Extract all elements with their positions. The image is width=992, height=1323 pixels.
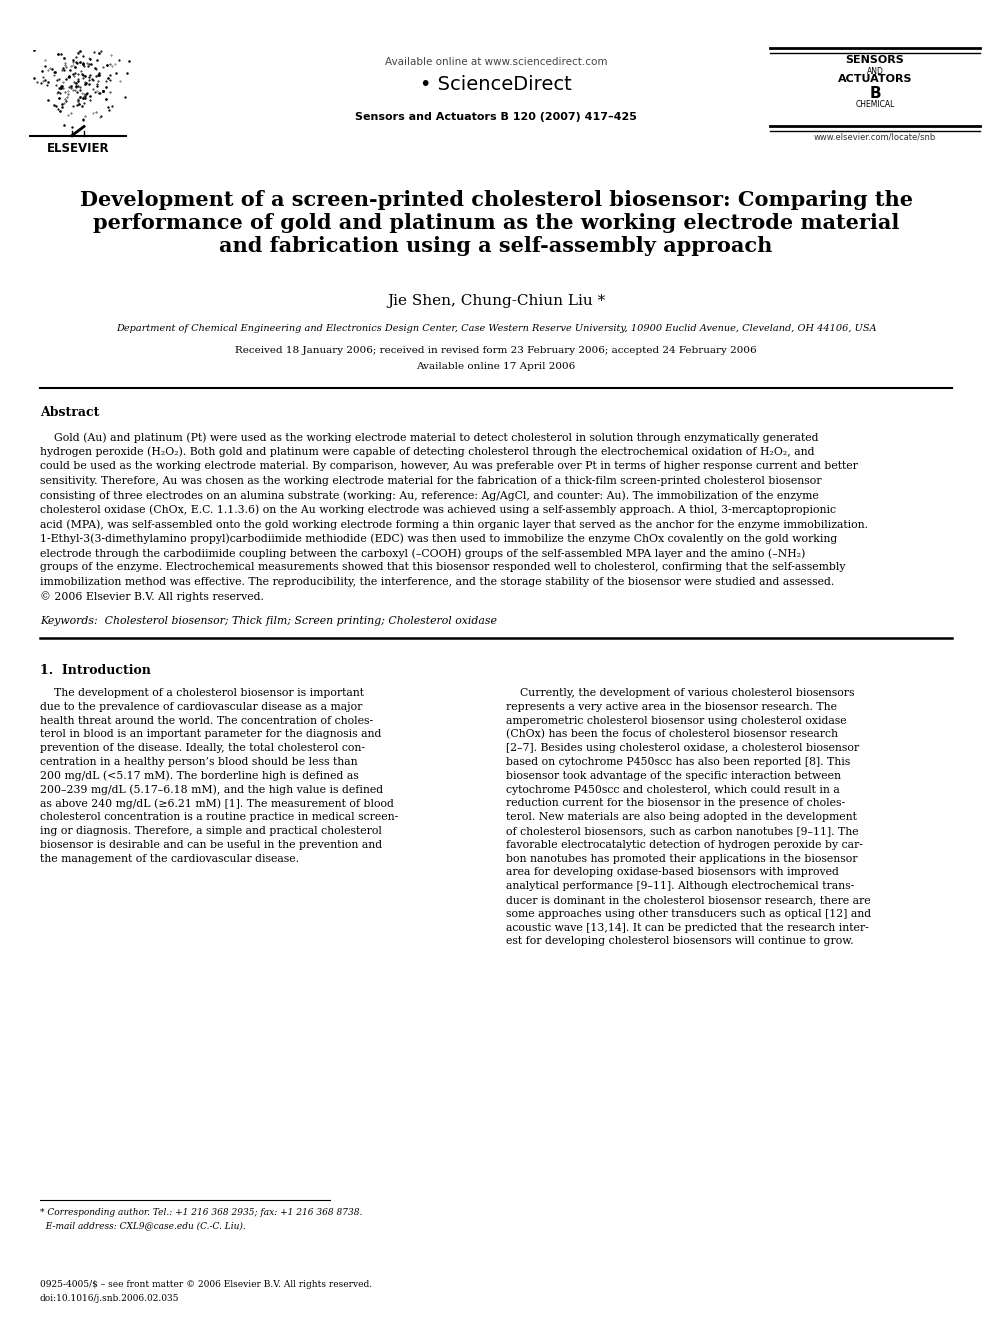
Text: consisting of three electrodes on an alumina substrate (working: Au, reference: : consisting of three electrodes on an alu… (40, 490, 818, 500)
Text: 0925-4005/$ – see front matter © 2006 Elsevier B.V. All rights reserved.: 0925-4005/$ – see front matter © 2006 El… (40, 1279, 372, 1289)
Text: health threat around the world. The concentration of choles-: health threat around the world. The conc… (40, 716, 373, 725)
Text: ACTUATORS: ACTUATORS (838, 74, 913, 83)
Text: Keywords:  Cholesterol biosensor; Thick film; Screen printing; Cholesterol oxida: Keywords: Cholesterol biosensor; Thick f… (40, 617, 497, 626)
Text: centration in a healthy person’s blood should be less than: centration in a healthy person’s blood s… (40, 757, 358, 767)
Text: (ChOx) has been the focus of cholesterol biosensor research: (ChOx) has been the focus of cholesterol… (506, 729, 838, 740)
Text: bon nanotubes has promoted their applications in the biosensor: bon nanotubes has promoted their applica… (506, 853, 857, 864)
Text: Gold (Au) and platinum (Pt) were used as the working electrode material to detec: Gold (Au) and platinum (Pt) were used as… (40, 433, 818, 443)
Text: acoustic wave [13,14]. It can be predicted that the research inter-: acoustic wave [13,14]. It can be predict… (506, 922, 869, 933)
Text: due to the prevalence of cardiovascular disease as a major: due to the prevalence of cardiovascular … (40, 701, 362, 712)
Text: * Corresponding author. Tel.: +1 216 368 2935; fax: +1 216 368 8738.: * Corresponding author. Tel.: +1 216 368… (40, 1208, 362, 1217)
Text: the management of the cardiovascular disease.: the management of the cardiovascular dis… (40, 853, 299, 864)
Text: [2–7]. Besides using cholesterol oxidase, a cholesterol biosensor: [2–7]. Besides using cholesterol oxidase… (506, 744, 859, 753)
Text: 200–239 mg/dL (5.17–6.18 mM), and the high value is defined: 200–239 mg/dL (5.17–6.18 mM), and the hi… (40, 785, 383, 795)
Text: B: B (869, 86, 881, 101)
Text: SENSORS: SENSORS (845, 56, 905, 65)
Text: Jie Shen, Chung-Chiun Liu *: Jie Shen, Chung-Chiun Liu * (387, 294, 605, 308)
Text: ing or diagnosis. Therefore, a simple and practical cholesterol: ing or diagnosis. Therefore, a simple an… (40, 826, 382, 836)
Text: Development of a screen-printed cholesterol biosensor: Comparing the: Development of a screen-printed choleste… (79, 191, 913, 210)
Text: terol. New materials are also being adopted in the development: terol. New materials are also being adop… (506, 812, 857, 822)
Text: Abstract: Abstract (40, 406, 99, 419)
Text: The development of a cholesterol biosensor is important: The development of a cholesterol biosens… (40, 688, 364, 699)
Text: est for developing cholesterol biosensors will continue to grow.: est for developing cholesterol biosensor… (506, 937, 854, 946)
Text: performance of gold and platinum as the working electrode material: performance of gold and platinum as the … (93, 213, 899, 233)
Text: analytical performance [9–11]. Although electrochemical trans-: analytical performance [9–11]. Although … (506, 881, 854, 892)
Text: Received 18 January 2006; received in revised form 23 February 2006; accepted 24: Received 18 January 2006; received in re… (235, 347, 757, 355)
Text: AND: AND (867, 67, 884, 75)
Text: reduction current for the biosensor in the presence of choles-: reduction current for the biosensor in t… (506, 798, 845, 808)
Text: groups of the enzyme. Electrochemical measurements showed that this biosensor re: groups of the enzyme. Electrochemical me… (40, 562, 845, 573)
Text: area for developing oxidase-based biosensors with improved: area for developing oxidase-based biosen… (506, 868, 839, 877)
Text: © 2006 Elsevier B.V. All rights reserved.: © 2006 Elsevier B.V. All rights reserved… (40, 591, 264, 602)
Text: Available online 17 April 2006: Available online 17 April 2006 (417, 363, 575, 370)
Text: immobilization method was effective. The reproducibility, the interference, and : immobilization method was effective. The… (40, 577, 834, 587)
Text: and fabrication using a self-assembly approach: and fabrication using a self-assembly ap… (219, 235, 773, 255)
Text: Available online at www.sciencedirect.com: Available online at www.sciencedirect.co… (385, 57, 607, 67)
Text: biosensor took advantage of the specific interaction between: biosensor took advantage of the specific… (506, 771, 841, 781)
Text: electrode through the carbodiimide coupling between the carboxyl (–COOH) groups : electrode through the carbodiimide coupl… (40, 548, 806, 558)
Text: Department of Chemical Engineering and Electronics Design Center, Case Western R: Department of Chemical Engineering and E… (116, 324, 876, 333)
Text: based on cytochrome P450scc has also been reported [8]. This: based on cytochrome P450scc has also bee… (506, 757, 850, 767)
Text: acid (MPA), was self-assembled onto the gold working electrode forming a thin or: acid (MPA), was self-assembled onto the … (40, 519, 868, 529)
Text: cytochrome P450scc and cholesterol, which could result in a: cytochrome P450scc and cholesterol, whic… (506, 785, 840, 795)
Text: terol in blood is an important parameter for the diagnosis and: terol in blood is an important parameter… (40, 729, 381, 740)
Text: as above 240 mg/dL (≥6.21 mM) [1]. The measurement of blood: as above 240 mg/dL (≥6.21 mM) [1]. The m… (40, 798, 394, 808)
Text: CHEMICAL: CHEMICAL (855, 101, 895, 108)
Text: 200 mg/dL (<5.17 mM). The borderline high is defined as: 200 mg/dL (<5.17 mM). The borderline hig… (40, 771, 359, 782)
Text: www.elsevier.com/locate/snb: www.elsevier.com/locate/snb (813, 134, 936, 142)
Text: could be used as the working electrode material. By comparison, however, Au was : could be used as the working electrode m… (40, 460, 858, 471)
Text: prevention of the disease. Ideally, the total cholesterol con-: prevention of the disease. Ideally, the … (40, 744, 365, 753)
Text: of cholesterol biosensors, such as carbon nanotubes [9–11]. The: of cholesterol biosensors, such as carbo… (506, 826, 859, 836)
Text: Currently, the development of various cholesterol biosensors: Currently, the development of various ch… (506, 688, 854, 699)
Text: doi:10.1016/j.snb.2006.02.035: doi:10.1016/j.snb.2006.02.035 (40, 1294, 180, 1303)
Text: sensitivity. Therefore, Au was chosen as the working electrode material for the : sensitivity. Therefore, Au was chosen as… (40, 475, 821, 486)
Text: ELSEVIER: ELSEVIER (47, 142, 109, 155)
Text: amperometric cholesterol biosensor using cholesterol oxidase: amperometric cholesterol biosensor using… (506, 716, 846, 725)
Text: biosensor is desirable and can be useful in the prevention and: biosensor is desirable and can be useful… (40, 840, 382, 849)
Text: represents a very active area in the biosensor research. The: represents a very active area in the bio… (506, 701, 837, 712)
Text: cholesterol concentration is a routine practice in medical screen-: cholesterol concentration is a routine p… (40, 812, 398, 822)
Text: cholesterol oxidase (ChOx, E.C. 1.1.3.6) on the Au working electrode was achieve: cholesterol oxidase (ChOx, E.C. 1.1.3.6)… (40, 504, 836, 515)
Text: favorable electrocatalytic detection of hydrogen peroxide by car-: favorable electrocatalytic detection of … (506, 840, 863, 849)
Text: ducer is dominant in the cholesterol biosensor research, there are: ducer is dominant in the cholesterol bio… (506, 894, 871, 905)
Text: hydrogen peroxide (H₂O₂). Both gold and platinum were capable of detecting chole: hydrogen peroxide (H₂O₂). Both gold and … (40, 446, 814, 456)
Text: Sensors and Actuators B 120 (2007) 417–425: Sensors and Actuators B 120 (2007) 417–4… (355, 112, 637, 122)
Text: 1.  Introduction: 1. Introduction (40, 664, 151, 677)
Text: E-mail address: CXL9@case.edu (C.-C. Liu).: E-mail address: CXL9@case.edu (C.-C. Liu… (40, 1221, 246, 1230)
Text: • ScienceDirect: • ScienceDirect (421, 75, 571, 94)
Text: some approaches using other transducers such as optical [12] and: some approaches using other transducers … (506, 909, 871, 918)
Text: 1-Ethyl-3(3-dimethylamino propyl)carbodiimide methiodide (EDC) was then used to : 1-Ethyl-3(3-dimethylamino propyl)carbodi… (40, 533, 837, 544)
